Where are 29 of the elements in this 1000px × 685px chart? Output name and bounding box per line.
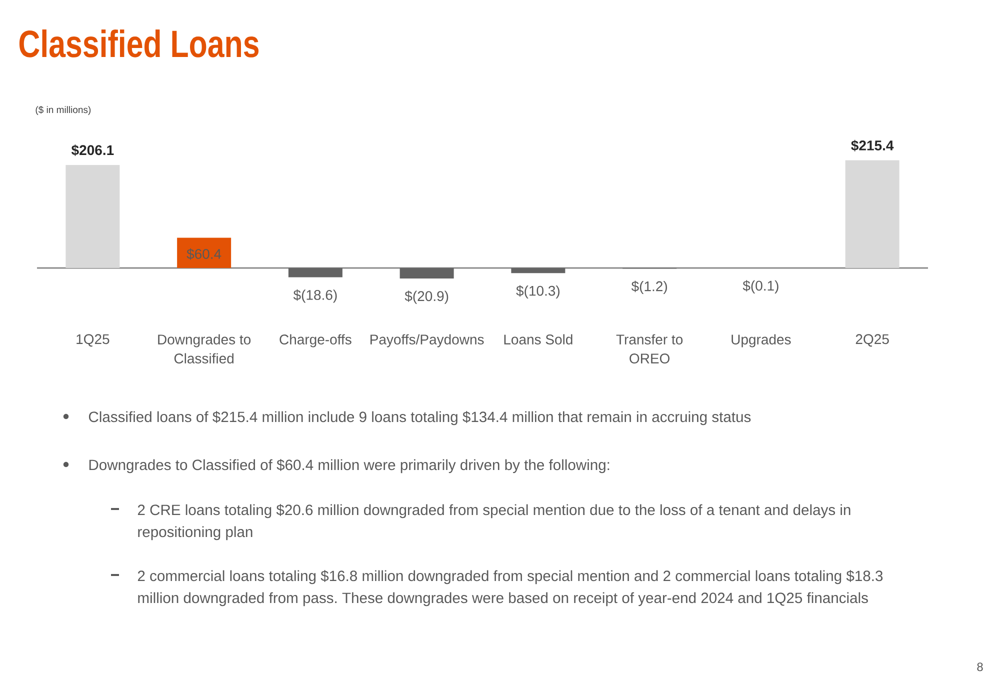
data-label: $(0.1) — [742, 280, 778, 294]
data-label: $(20.9) — [404, 290, 448, 304]
data-label: $206.1 — [71, 144, 114, 156]
data-label: $(1.2) — [631, 280, 667, 294]
chart-title: Classified Loans — [19, 29, 259, 58]
text: 2 commercial loans totaling $16.8 million downgraded from special mention and 2 commercial loans totaling $18.3 million downgraded from pass. These downgrades were based on receipt of year-end 2024 and 1Q25 financials — [138, 570, 883, 606]
text: Classified loans of $215.4 million include 9 loans totaling $134.4 million that remain in accruing status — [88, 411, 751, 426]
bar — [845, 160, 900, 268]
text: 2 CRE loans totaling $20.6 million downgraded from special mention due to the loss of a tenant and delays in repositioning plan — [138, 504, 850, 540]
bar — [400, 268, 454, 278]
x-tick-label: Downgrades to Classified — [158, 334, 251, 364]
x-tick-label: 2Q25 — [856, 334, 889, 347]
bar — [66, 164, 120, 268]
x-tick-label: Charge-offs — [280, 334, 352, 348]
data-label: $215.4 — [851, 140, 894, 152]
x-tick-label: Transfer to OREO — [616, 334, 683, 364]
data-label: $60.4 — [186, 248, 222, 260]
text: Downgrades to Classified of $60.4 million were primarily driven by the following: — [89, 459, 610, 474]
chart-subtitle: ($ in millions) — [36, 106, 91, 115]
bar — [177, 238, 232, 268]
bar — [288, 268, 342, 278]
x-tick-label: Loans Sold — [504, 334, 572, 344]
text: 8 — [977, 662, 983, 672]
bar — [511, 268, 566, 274]
x-tick-label: Payoffs/Paydowns — [370, 334, 484, 348]
data-label: $(18.6) — [293, 289, 337, 303]
data-label: $(10.3) — [516, 285, 560, 299]
x-tick-label: 1Q25 — [76, 334, 110, 347]
x-tick-label: Upgrades — [732, 334, 791, 348]
